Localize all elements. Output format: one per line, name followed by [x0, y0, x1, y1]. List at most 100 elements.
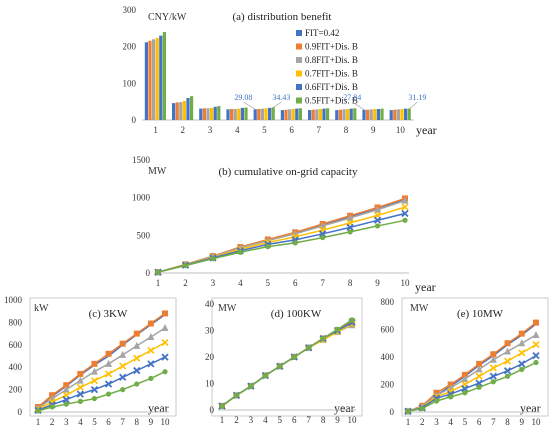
- panel-a-xtick-label: 2: [181, 125, 186, 135]
- panel-a-bar: [260, 108, 264, 120]
- panel-a-bar: [342, 109, 346, 120]
- panel-d-series-line: [221, 324, 353, 407]
- panel-b-data-point: [373, 216, 382, 224]
- panel-a-bar: [257, 109, 261, 120]
- panel-a-bar: [366, 109, 370, 120]
- panel-c-data-point: [90, 367, 98, 375]
- panel-c-data-point: [147, 332, 155, 340]
- panel-c-data-point: [119, 373, 127, 381]
- panel-a-xlabel: year: [416, 123, 437, 137]
- panel-a-bar: [155, 37, 159, 120]
- panel-c-data-point: [90, 385, 99, 394]
- panel-b-data-point: [401, 203, 409, 211]
- panel-e-data-point: [489, 364, 497, 372]
- panel-e-data-point: [504, 347, 512, 355]
- panel-a-bar: [240, 107, 244, 120]
- panel-a-bar: [288, 109, 292, 120]
- panel-a-legend-label: FIT=0.42: [305, 28, 339, 38]
- panel-c-data-point: [147, 346, 155, 354]
- panel-b-cumulative-capacity: (b) cumulative on-grid capacity MW year …: [132, 155, 436, 294]
- panel-a-legend-swatch: [296, 43, 302, 50]
- panel-c-data-point: [62, 385, 70, 393]
- panel-e-data-point: [461, 375, 469, 382]
- panel-d-data-point: [248, 383, 254, 389]
- panel-b-xtick-label: 7: [320, 278, 325, 288]
- panel-a-bar: [353, 108, 357, 120]
- panel-e-series-line: [407, 361, 537, 413]
- panel-d-data-point: [306, 345, 312, 351]
- panel-e-xtick-label: 10: [532, 417, 542, 427]
- panel-e-data-point: [476, 360, 483, 367]
- panel-c-data-point: [77, 398, 83, 404]
- panel-a-bar: [182, 100, 186, 120]
- panel-d-xtick-label: 4: [263, 415, 268, 425]
- panel-c-data-point: [147, 360, 155, 368]
- panel-b-data-point: [401, 196, 409, 204]
- panel-a-unit-label: CNY/kW: [148, 12, 187, 23]
- panel-a-bar: [291, 109, 295, 120]
- panel-d-ytick-label: 30: [205, 326, 215, 336]
- panel-a-legend-swatch: [296, 97, 302, 104]
- panel-a-annotation: 27.84: [343, 93, 361, 102]
- panel-c-data-point: [91, 360, 98, 367]
- panel-a-bar: [159, 35, 163, 120]
- panel-d-ytick-label: 10: [205, 379, 215, 389]
- panel-e-data-point: [448, 394, 454, 400]
- panel-a-bar: [404, 108, 408, 120]
- panel-e-data-point: [489, 372, 497, 380]
- panel-e-title: (e) 10MW: [457, 308, 504, 320]
- panel-e-data-point: [519, 366, 525, 372]
- panel-a-xtick-label: 8: [344, 125, 349, 135]
- panel-a-bar: [148, 40, 152, 120]
- panel-c-data-point: [133, 341, 141, 349]
- panel-a-bar: [230, 109, 234, 120]
- panel-a-bar: [338, 109, 342, 120]
- panel-b-data-point: [346, 223, 354, 232]
- panel-a-annotation-leader: [409, 101, 418, 109]
- panel-d-data-point: [233, 392, 240, 399]
- panel-c-ytick-label: 400: [9, 362, 23, 372]
- panel-a-ytick-label: 300: [123, 5, 137, 15]
- panel-b-data-point: [347, 229, 353, 235]
- panel-d-xtick-label: 7: [306, 415, 311, 425]
- panel-a-bar: [322, 108, 326, 120]
- panel-a-legend-swatch: [296, 57, 302, 63]
- panel-c-xtick-label: 2: [50, 417, 55, 427]
- panel-a-title: (a) distribution benefit: [233, 11, 332, 23]
- panel-c-data-point: [134, 381, 140, 387]
- panel-c-xtick-label: 5: [92, 417, 97, 427]
- panel-d-title: (d) 100KW: [271, 308, 322, 320]
- panel-c-data-point: [77, 370, 84, 377]
- panel-e-data-point: [475, 372, 483, 380]
- panel-c-series-line: [37, 327, 166, 409]
- panel-c-xtick-label: 8: [135, 417, 140, 427]
- panel-c-ytick-label: 200: [9, 385, 23, 395]
- panel-c-data-point: [35, 408, 41, 414]
- panel-c-data-point: [49, 404, 55, 410]
- panel-a-bar: [268, 107, 272, 120]
- panel-d-xtick-label: 10: [348, 415, 358, 425]
- panel-a-xtick-label: 4: [235, 125, 240, 135]
- panel-d-data-point: [219, 403, 225, 409]
- panel-a-xtick-label: 9: [371, 125, 376, 135]
- panel-a-ytick-label: 100: [123, 78, 137, 88]
- panel-e-xtick-label: 1: [406, 417, 411, 427]
- panel-b-data-point: [319, 230, 327, 238]
- panel-d-ytick-label: 20: [205, 352, 215, 362]
- panel-a-bar: [311, 109, 315, 120]
- panel-c-xtick-label: 6: [106, 417, 111, 427]
- panel-b-data-point: [210, 256, 216, 262]
- panel-a-legend-label: 0.7FIT+Dis. B: [305, 69, 358, 79]
- panel-a-bar: [389, 110, 393, 120]
- panel-a-xtick-label: 5: [262, 125, 267, 135]
- panel-e-data-point: [461, 371, 468, 378]
- panel-b-ytick-label: 1500: [132, 155, 151, 165]
- panel-b-data-point: [320, 234, 326, 241]
- panel-c-3kw: (c) 3KW kW year 0 200 400 600 800 1000 1 2 3 4 5 6 7…: [4, 295, 177, 427]
- panel-e-ytick-label: 600: [381, 325, 395, 335]
- panel-a-annotation: 29.08: [234, 93, 252, 102]
- panel-e-data-point: [504, 340, 511, 347]
- panel-a-bar: [318, 109, 322, 120]
- panel-a-annotation: 31.19: [408, 93, 426, 102]
- panel-c-data-point: [161, 338, 169, 347]
